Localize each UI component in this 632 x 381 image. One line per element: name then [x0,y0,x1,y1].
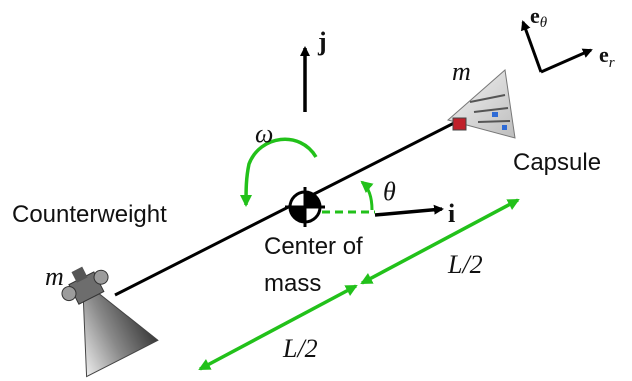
unit-e-r-label: er [599,42,615,71]
capsule-label: Capsule [513,149,601,176]
dimension-arrow-lower [198,284,358,371]
rocket-engine-icon [61,266,159,378]
half-length-label-upper: L/2 [447,250,483,279]
center-of-mass-label-line1: Center of [264,233,363,260]
center-of-mass-label-line2: mass [264,270,321,297]
half-length-label-lower: L/2 [282,334,318,363]
counterweight-mass-label: m [45,262,64,291]
omega-arrow [240,137,318,207]
dimension-arrow-upper [360,198,520,285]
unit-i-arrow [374,204,444,217]
theta-label: θ [383,177,396,206]
capsule-mass-label: m [452,57,471,86]
unit-e-theta-arrow [521,20,543,73]
unit-e-theta-label: eθ [530,3,548,31]
theta-arc [360,180,374,211]
center-of-mass-symbol [285,187,325,227]
capsule-icon [446,69,516,139]
omega-label: ω [255,119,273,148]
unit-i-label: i [448,199,455,228]
unit-j-label: j [317,27,327,56]
unit-e-r-arrow [540,48,593,74]
counterweight-label: Counterweight [12,201,167,228]
